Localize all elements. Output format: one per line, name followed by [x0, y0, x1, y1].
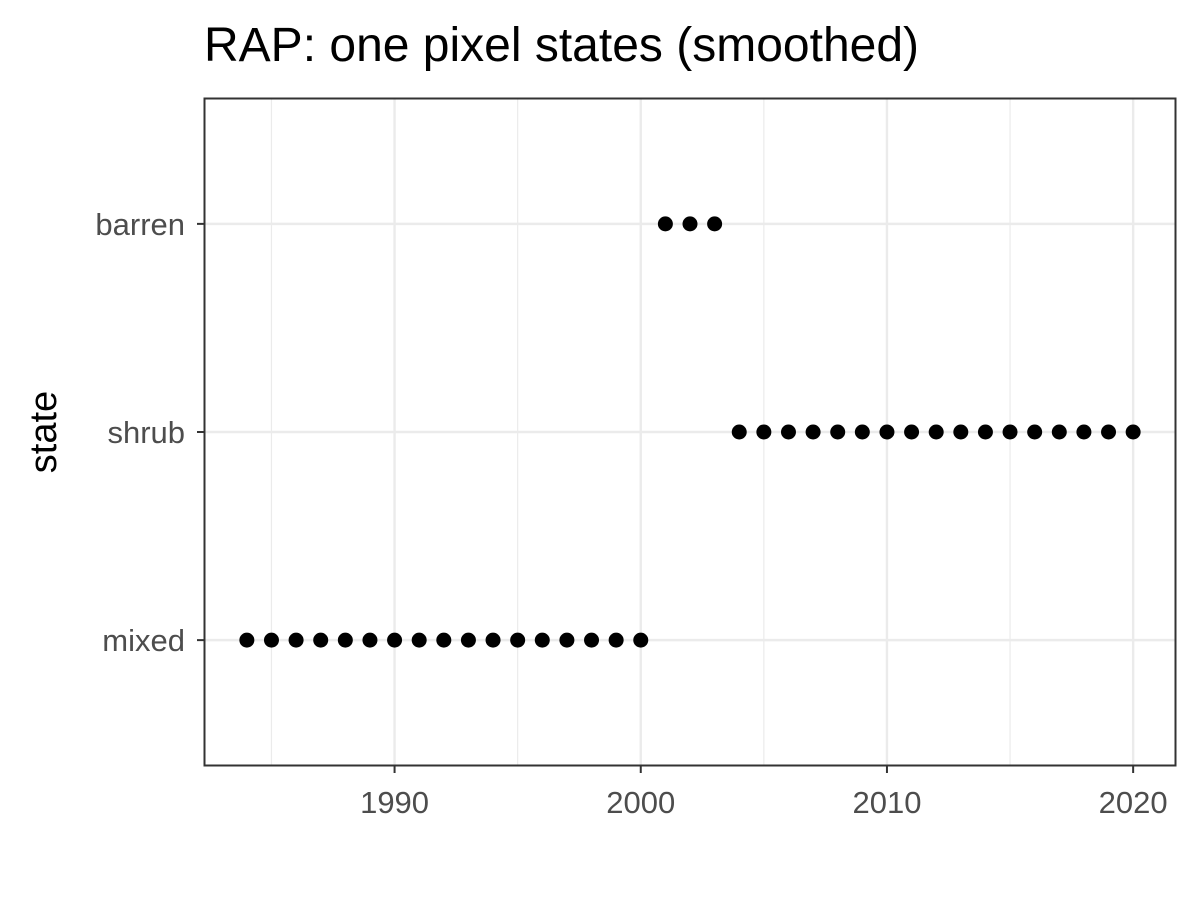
data-point	[411, 632, 427, 648]
data-point	[904, 424, 920, 440]
chart-title: RAP: one pixel states (smoothed)	[204, 19, 920, 72]
x-tick-label: 2020	[1099, 785, 1168, 820]
data-point	[559, 632, 575, 648]
data-point	[460, 632, 476, 648]
data-point	[707, 216, 723, 232]
data-point	[731, 424, 747, 440]
data-point	[830, 424, 846, 440]
data-point	[608, 632, 624, 648]
data-point	[263, 632, 279, 648]
data-point	[928, 424, 944, 440]
data-point	[1027, 424, 1043, 440]
data-point	[387, 632, 403, 648]
data-point	[657, 216, 673, 232]
data-point	[780, 424, 796, 440]
data-point	[879, 424, 895, 440]
data-point	[534, 632, 550, 648]
data-point	[805, 424, 821, 440]
y-axis-title: state	[23, 391, 65, 473]
y-tick-label: mixed	[102, 623, 185, 658]
data-point	[584, 632, 600, 648]
data-point	[288, 632, 304, 648]
data-point	[313, 632, 329, 648]
data-point	[1125, 424, 1141, 440]
axis-layer: 1990 2000 2010 2020 mixed shrub barren	[95, 207, 1167, 820]
data-point	[337, 632, 353, 648]
x-tick-label: 2000	[606, 785, 675, 820]
y-tick-label: barren	[95, 207, 185, 242]
x-tick-label: 2010	[852, 785, 921, 820]
x-tick-label: 1990	[360, 785, 429, 820]
data-point	[977, 424, 993, 440]
data-point	[854, 424, 870, 440]
data-point	[510, 632, 526, 648]
data-point	[485, 632, 501, 648]
data-point	[1076, 424, 1092, 440]
data-point	[239, 632, 255, 648]
data-point	[756, 424, 772, 440]
data-point	[682, 216, 698, 232]
y-tick-label: shrub	[107, 415, 185, 450]
data-point	[953, 424, 969, 440]
data-point	[633, 632, 649, 648]
points-layer	[239, 216, 1141, 648]
data-point	[436, 632, 452, 648]
data-point	[1101, 424, 1117, 440]
data-point	[1051, 424, 1067, 440]
data-point	[362, 632, 378, 648]
data-point	[1002, 424, 1018, 440]
